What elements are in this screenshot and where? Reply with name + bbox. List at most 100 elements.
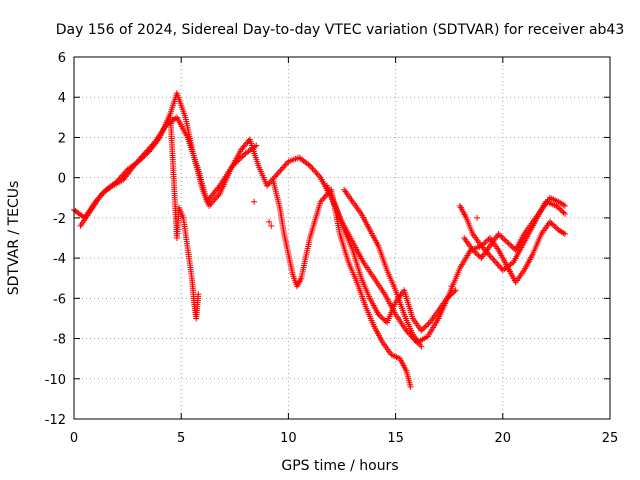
data-point [424, 322, 431, 329]
data-point [422, 323, 429, 330]
data-point [321, 194, 328, 201]
data-point [419, 326, 426, 333]
data-point [407, 383, 414, 390]
data-point [312, 168, 319, 175]
x-tick-label: 15 [387, 431, 404, 446]
y-tick-label: -6 [53, 292, 66, 307]
data-point [379, 315, 386, 322]
x-tick-labels: 0 5 10 15 20 25 [70, 431, 618, 446]
data-point [195, 291, 202, 298]
data-point [495, 262, 502, 269]
data-point [560, 209, 567, 216]
data-point [239, 153, 246, 160]
data-point [546, 218, 553, 225]
y-tick-labels: -12 -10 -8 -6 -4 -2 0 2 4 6 [45, 51, 66, 428]
y-tick-label: 6 [58, 51, 66, 66]
data-point [481, 240, 488, 247]
data-point [381, 316, 388, 323]
x-axis-label: GPS time / hours [281, 458, 398, 474]
data-point [557, 206, 564, 213]
data-point [452, 287, 459, 294]
chart-title: Day 156 of 2024, Sidereal Day-to-day VTE… [56, 22, 625, 38]
y-tick-label: -12 [45, 413, 66, 428]
data-point [506, 241, 513, 248]
data-point [478, 243, 485, 250]
y-tick-label: -2 [53, 212, 66, 227]
data-point [266, 179, 273, 186]
data-point [554, 204, 561, 211]
data-point [479, 241, 486, 248]
data-point [418, 343, 425, 350]
x-tick-label: 25 [602, 431, 619, 446]
data-point [472, 249, 479, 256]
y-tick-label: 4 [58, 91, 66, 106]
data-point [491, 258, 498, 265]
data-points [71, 90, 568, 390]
data-point [499, 235, 506, 241]
plot-frame [73, 56, 611, 420]
data-point [471, 248, 478, 255]
axis-ticks [73, 56, 611, 420]
data-point [277, 167, 284, 174]
data-point [418, 327, 425, 334]
data-point [448, 283, 455, 290]
data-point [448, 291, 455, 298]
data-point [278, 166, 285, 173]
data-point [308, 164, 315, 171]
data-point [238, 154, 245, 161]
data-point [266, 218, 273, 225]
data-point [495, 230, 502, 237]
data-point [421, 324, 428, 331]
data-point [561, 202, 568, 209]
data-point [376, 312, 383, 319]
data-point [501, 236, 508, 243]
data-point [274, 170, 281, 177]
data-point [445, 293, 452, 300]
data-point [236, 155, 243, 162]
x-tick-label: 20 [495, 431, 512, 446]
data-point [493, 259, 500, 266]
data-point [548, 220, 555, 227]
x-tick-label: 5 [177, 431, 185, 446]
y-tick-label: -4 [53, 252, 66, 267]
data-point [484, 237, 491, 244]
data-point [425, 320, 432, 327]
data-point [451, 288, 458, 295]
data-point [310, 167, 317, 174]
data-point [561, 230, 568, 237]
data-point [489, 255, 496, 262]
data-point [561, 210, 568, 217]
x-tick-label: 10 [280, 431, 297, 446]
data-point [505, 240, 512, 247]
data-point [504, 239, 511, 246]
data-point [496, 232, 503, 239]
y-tick-label: -8 [53, 333, 66, 348]
data-point [490, 256, 497, 263]
data-point [313, 170, 320, 177]
data-point [444, 295, 451, 302]
data-point [320, 195, 327, 202]
y-tick-label: 2 [58, 131, 66, 146]
data-point [280, 164, 287, 171]
data-point [233, 158, 240, 165]
data-point [268, 222, 275, 229]
y-axis-label: SDTVAR / TECUs [6, 181, 22, 296]
data-point [375, 311, 382, 318]
y-tick-label: -10 [45, 373, 66, 388]
data-point [552, 224, 559, 231]
data-point [482, 239, 489, 246]
data-point [474, 214, 481, 221]
data-point [494, 261, 501, 268]
data-point [469, 247, 476, 254]
data-point [309, 165, 316, 172]
data-point [509, 244, 516, 251]
data-point [556, 205, 563, 212]
data-point [551, 222, 558, 229]
data-point [475, 252, 482, 259]
data-point [487, 253, 494, 260]
data-point [276, 169, 283, 176]
data-point [282, 161, 289, 168]
data-point [549, 221, 556, 228]
data-point [474, 251, 481, 258]
